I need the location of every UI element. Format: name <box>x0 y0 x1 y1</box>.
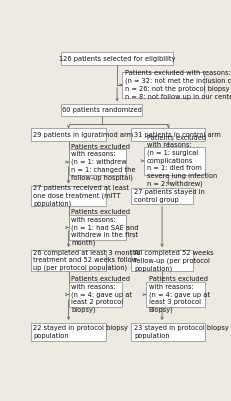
FancyBboxPatch shape <box>131 188 192 204</box>
Text: 22 stayed in protocol biopsy
population: 22 stayed in protocol biopsy population <box>33 326 128 339</box>
FancyBboxPatch shape <box>131 250 192 271</box>
Text: Patients excluded
with reasons:
(n = 4: gave up at
least 3 protocol
Biopsy): Patients excluded with reasons: (n = 4: … <box>148 276 209 313</box>
Text: 27 patients received at least
one dose treatment (mITT
population): 27 patients received at least one dose t… <box>33 185 129 207</box>
Text: Patients excluded
with reasons:
(n = 1: surgical
complications
n = 1: died from
: Patients excluded with reasons: (n = 1: … <box>146 135 216 187</box>
FancyBboxPatch shape <box>143 147 204 175</box>
FancyBboxPatch shape <box>61 104 142 116</box>
FancyBboxPatch shape <box>61 52 172 65</box>
Text: 26 completed at least 3 months
treatment and 52 weeks follow-
up (per protocol p: 26 completed at least 3 months treatment… <box>33 250 140 271</box>
Text: 31 patients in control arm: 31 patients in control arm <box>134 132 220 138</box>
Text: Patients excluded with reasons:
(n = 32: not met the inclusion criteria
n = 26: : Patients excluded with reasons: (n = 32:… <box>125 70 231 99</box>
Text: 29 patients in Iguratimod arm: 29 patients in Iguratimod arm <box>33 132 133 138</box>
Text: Patients excluded
with reasons:
(n = 1: withdrew
n = 1: changed the
follow-up ho: Patients excluded with reasons: (n = 1: … <box>71 144 135 180</box>
FancyBboxPatch shape <box>31 186 106 206</box>
Text: All completed 52 weeks
follow-up (per protocol
population): All completed 52 weeks follow-up (per pr… <box>134 249 213 271</box>
Text: 27 patients stayed in
control group: 27 patients stayed in control group <box>134 189 204 203</box>
FancyBboxPatch shape <box>31 250 106 271</box>
FancyBboxPatch shape <box>68 150 126 175</box>
FancyBboxPatch shape <box>131 323 204 342</box>
FancyBboxPatch shape <box>145 282 204 306</box>
FancyBboxPatch shape <box>122 72 204 97</box>
FancyBboxPatch shape <box>68 282 122 306</box>
FancyBboxPatch shape <box>68 215 126 239</box>
Text: 60 patients randomized: 60 patients randomized <box>62 107 141 113</box>
Text: 126 patients selected for eligibility: 126 patients selected for eligibility <box>59 56 175 62</box>
FancyBboxPatch shape <box>131 128 204 141</box>
FancyBboxPatch shape <box>31 323 106 342</box>
FancyBboxPatch shape <box>31 128 106 141</box>
Text: Patients excluded
with reasons:
(n = 1: had SAE and
withdrew in the first
month): Patients excluded with reasons: (n = 1: … <box>71 209 138 246</box>
Text: Patients excluded
with reasons:
(n = 4: gave up at
least 2 protocol
biopsy): Patients excluded with reasons: (n = 4: … <box>71 276 132 313</box>
Text: 23 stayed in protocol biopsy
population: 23 stayed in protocol biopsy population <box>134 326 228 339</box>
